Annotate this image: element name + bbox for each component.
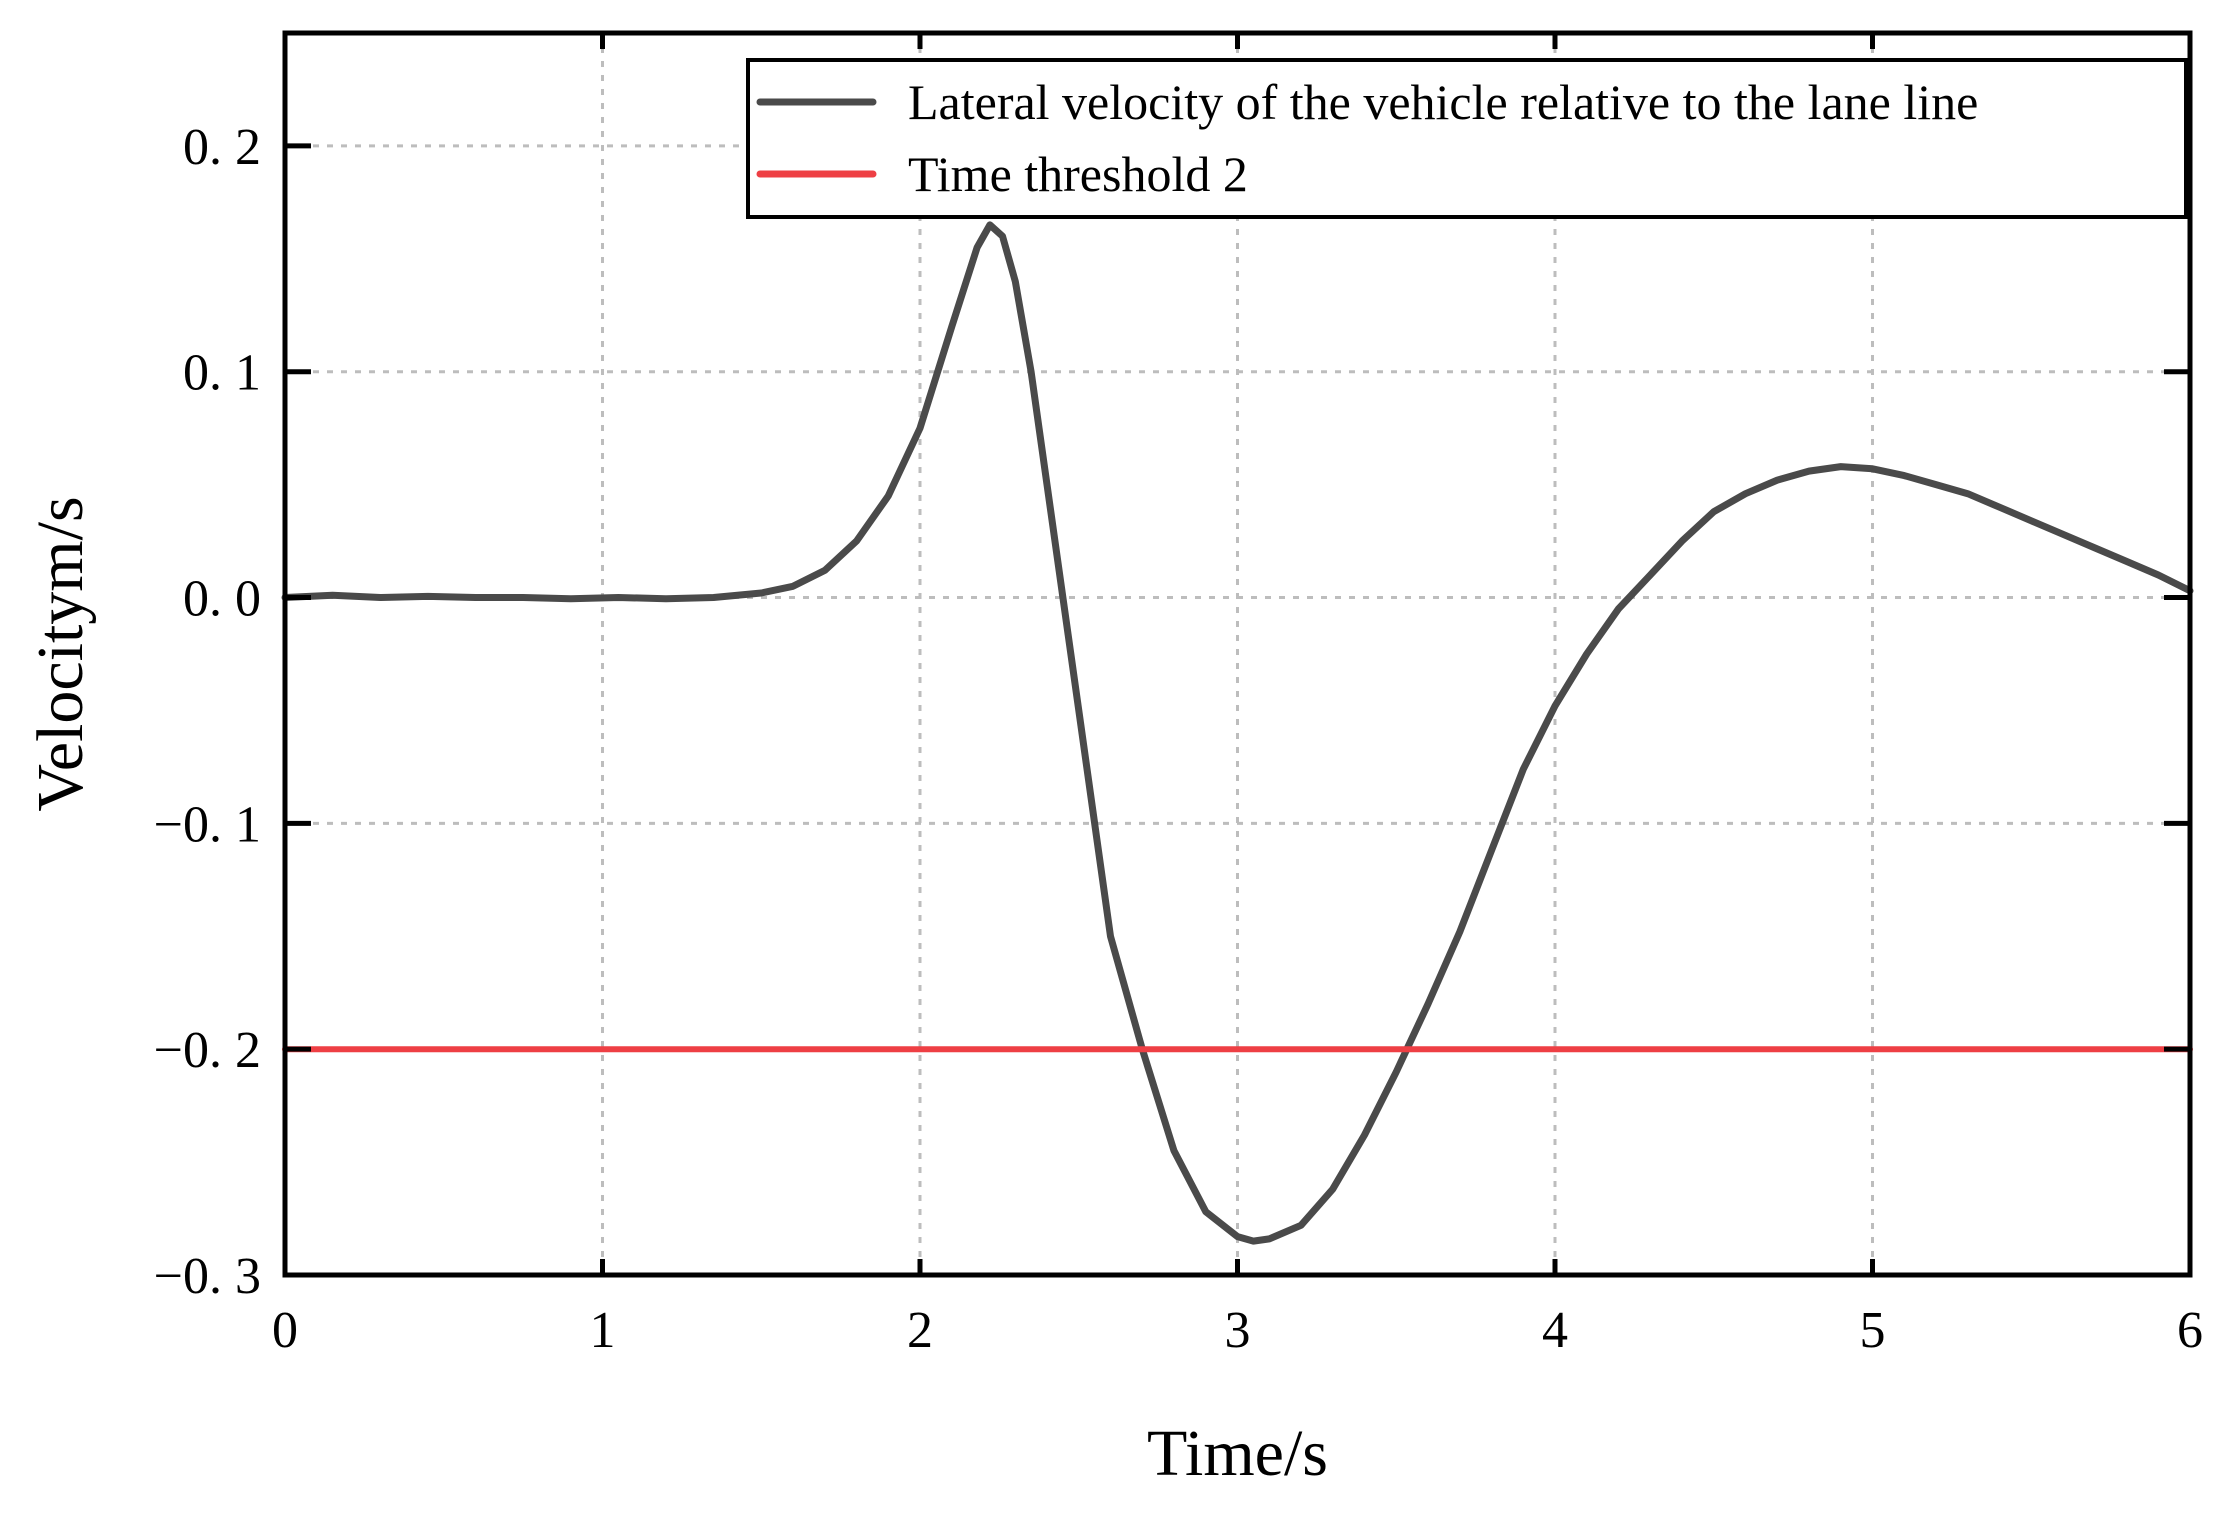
x-axis-label: Time/s	[1147, 1417, 1328, 1490]
y-tick-labels: −0. 3 −0. 2 −0. 1 0. 0 0. 1 0. 2	[154, 119, 261, 1305]
x-tick-label: 5	[1860, 1302, 1886, 1359]
y-tick-label: 0. 0	[183, 571, 261, 628]
y-tick-label: −0. 3	[154, 1248, 261, 1305]
series-layer	[281, 221, 2194, 1245]
grid-lines	[285, 33, 2190, 1275]
y-tick-label: −0. 1	[154, 796, 261, 853]
y-axis-label: Velocitym/s	[24, 496, 97, 811]
x-tick-label: 0	[272, 1302, 298, 1359]
y-tick-label: 0. 2	[183, 119, 261, 176]
x-tick-label: 4	[1542, 1302, 1568, 1359]
lateral-velocity-line	[281, 221, 2194, 1245]
y-tick-label: 0. 1	[183, 345, 261, 402]
y-tick-label: −0. 2	[154, 1022, 261, 1079]
x-tick-label: 2	[907, 1302, 933, 1359]
axis-ticks	[282, 33, 2193, 1278]
legend-label: Time threshold 2	[908, 146, 1248, 202]
legend-box	[746, 58, 2188, 219]
x-tick-labels: 0 1 2 3 4 5 6	[272, 1302, 2203, 1359]
legend: Lateral velocity of the vehicle relative…	[746, 58, 2188, 219]
x-tick-label: 6	[2177, 1302, 2203, 1359]
legend-label: Lateral velocity of the vehicle relative…	[908, 74, 1978, 130]
x-tick-label: 3	[1225, 1302, 1251, 1359]
x-tick-label: 1	[590, 1302, 616, 1359]
